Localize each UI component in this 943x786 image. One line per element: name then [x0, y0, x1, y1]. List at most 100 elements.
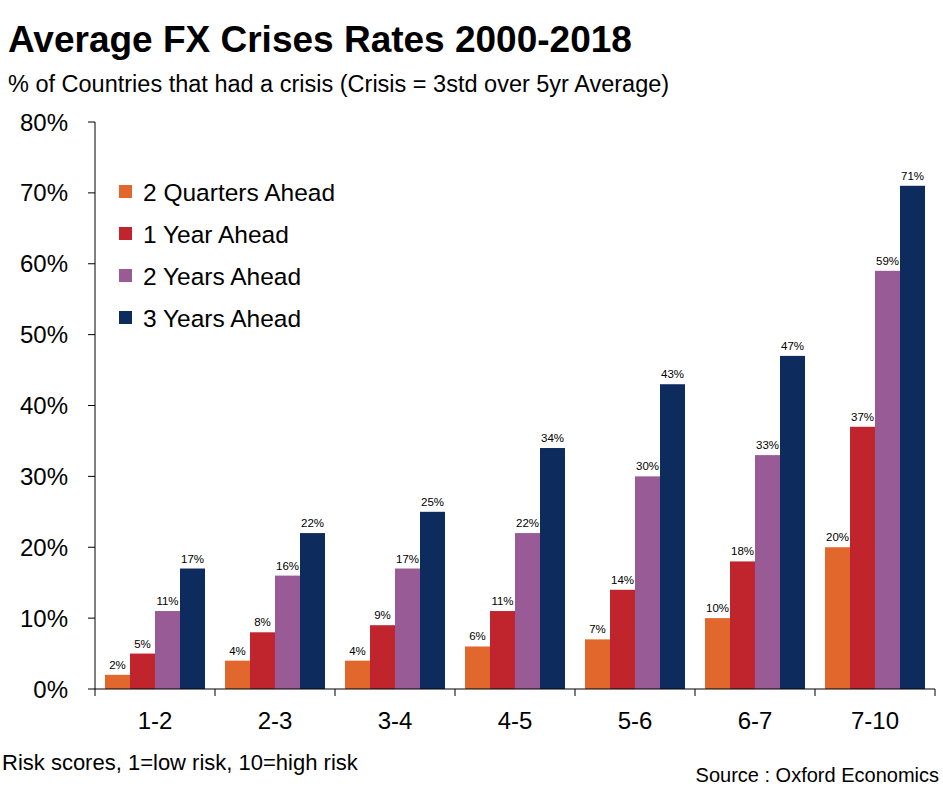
data-label: 25% [421, 496, 444, 508]
x-tick [335, 689, 336, 696]
data-label: 20% [826, 531, 849, 543]
bar [420, 512, 445, 689]
legend-label: 2 Years Ahead [143, 263, 301, 290]
x-tick-label: 1-2 [138, 707, 173, 734]
bar [705, 618, 730, 689]
subtitle: % of Countries that had a crisis (Crisis… [8, 71, 669, 97]
data-label: 30% [636, 460, 659, 472]
y-tick-label: 0% [33, 676, 68, 703]
bar [155, 611, 180, 689]
bar [850, 427, 875, 689]
chart: Average FX Crises Rates 2000-2018 % of Co… [0, 0, 943, 786]
bar [345, 661, 370, 689]
bar [465, 646, 490, 689]
bar [635, 476, 660, 689]
bar [585, 639, 610, 689]
data-label: 2% [109, 659, 126, 671]
data-label: 17% [181, 553, 204, 565]
x-tick [695, 689, 696, 696]
y-tick [88, 192, 95, 193]
source: Source : Oxford Economics [696, 764, 939, 786]
y-tick [88, 122, 95, 123]
x-tick [575, 689, 576, 696]
bar [780, 356, 805, 689]
legend-label: 1 Year Ahead [143, 221, 289, 248]
data-label: 9% [374, 609, 391, 621]
legend-swatch [119, 269, 132, 282]
y-tick-label: 10% [20, 605, 68, 632]
legend-swatch [119, 185, 132, 198]
y-tick-label: 20% [20, 534, 68, 561]
legend-label: 3 Years Ahead [143, 305, 301, 332]
x-tick-label: 4-5 [498, 707, 533, 734]
bar [250, 632, 275, 689]
data-label: 34% [541, 432, 564, 444]
bar [275, 576, 300, 689]
x-tick [215, 689, 216, 696]
data-label: 4% [229, 645, 246, 657]
legend: 2 Quarters Ahead 1 Year Ahead 2 Years Ahea… [119, 179, 335, 332]
y-tick-label: 30% [20, 463, 68, 490]
y-axis [95, 122, 96, 689]
data-label: 8% [254, 616, 271, 628]
legend-swatch [119, 227, 132, 240]
bar [730, 561, 755, 689]
y-tick-label: 50% [20, 321, 68, 348]
bar [490, 611, 515, 689]
bar [105, 675, 130, 689]
data-label: 16% [276, 560, 299, 572]
y-tick [88, 689, 95, 690]
bar [225, 661, 250, 689]
bar [300, 533, 325, 689]
bar [540, 448, 565, 689]
y-tick-label: 60% [20, 250, 68, 277]
data-label: 71% [901, 170, 924, 182]
x-tick [455, 689, 456, 696]
y-tick [88, 618, 95, 619]
y-tick-label: 40% [20, 392, 68, 419]
data-label: 22% [516, 517, 539, 529]
y-tick [88, 476, 95, 477]
bar [180, 569, 205, 689]
data-label: 5% [134, 638, 151, 650]
data-label: 11% [156, 595, 178, 607]
x-tick [935, 689, 936, 696]
bar [395, 569, 420, 689]
bars [105, 186, 925, 689]
data-label: 10% [706, 602, 729, 614]
data-label: 14% [611, 574, 634, 586]
bar [130, 654, 155, 689]
data-labels: 2%4%4%6%7%10%20%5%8%9%11%14%18%37%11%16%… [109, 170, 924, 671]
x-tick-label: 5-6 [618, 707, 653, 734]
data-label: 4% [349, 645, 366, 657]
y-tick-label: 70% [20, 179, 68, 206]
data-label: 6% [469, 630, 486, 642]
x-axis-label: Risk scores, 1=low risk, 10=high risk [2, 750, 359, 775]
y-tick [88, 263, 95, 264]
title: Average FX Crises Rates 2000-2018 [8, 19, 632, 60]
x-tick-label: 6-7 [738, 707, 773, 734]
data-label: 18% [731, 545, 754, 557]
y-tick [88, 334, 95, 335]
bar [755, 455, 780, 689]
bar [660, 384, 685, 689]
x-tick [815, 689, 816, 696]
data-label: 7% [589, 623, 606, 635]
bar [900, 186, 925, 689]
x-tick [95, 689, 96, 696]
y-tick-label: 80% [20, 109, 68, 136]
x-axis [95, 689, 935, 690]
x-tick-label: 7-10 [851, 707, 899, 734]
bar [825, 547, 850, 689]
data-label: 37% [851, 411, 874, 423]
bar [370, 625, 395, 689]
data-label: 59% [876, 255, 899, 267]
bar [515, 533, 540, 689]
legend-label: 2 Quarters Ahead [143, 179, 335, 206]
bar [610, 590, 635, 689]
data-label: 22% [301, 517, 324, 529]
y-tick [88, 547, 95, 548]
data-label: 33% [756, 439, 779, 451]
y-tick [88, 405, 95, 406]
data-label: 43% [661, 368, 684, 380]
